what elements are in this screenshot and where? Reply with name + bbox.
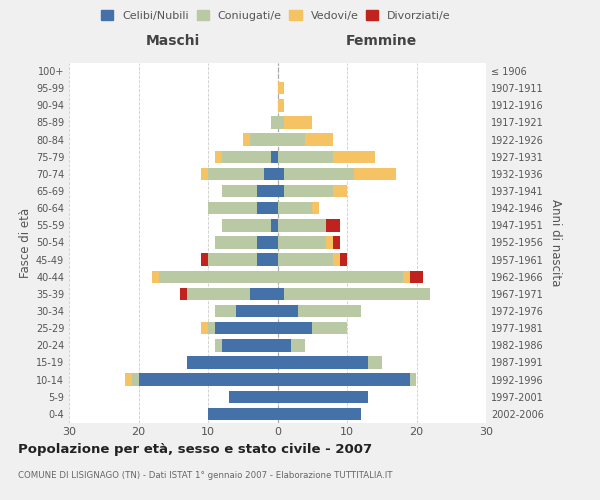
Bar (277, 305, 298, 317)
Bar (277, 270, 403, 283)
Legend: Celibi/Nubili, Coniugati/e, Vedovi/e, Divorziati/e: Celibi/Nubili, Coniugati/e, Vedovi/e, Di… (99, 8, 453, 23)
Bar (243, 134, 250, 146)
Bar (305, 134, 333, 146)
Bar (277, 99, 284, 112)
Bar (403, 270, 410, 283)
Bar (340, 254, 347, 266)
Bar (277, 408, 361, 420)
Bar (271, 116, 277, 128)
Bar (277, 254, 333, 266)
Bar (152, 270, 160, 283)
Bar (277, 322, 312, 334)
Bar (208, 202, 257, 214)
Bar (215, 150, 222, 163)
Bar (284, 168, 354, 180)
Bar (271, 150, 277, 163)
Bar (333, 236, 340, 248)
Bar (222, 185, 257, 197)
Text: Popolazione per età, sesso e stato civile - 2007: Popolazione per età, sesso e stato civil… (18, 442, 372, 456)
Bar (312, 202, 319, 214)
Bar (257, 185, 277, 197)
Bar (180, 288, 187, 300)
Bar (222, 219, 271, 232)
Bar (284, 185, 333, 197)
Bar (277, 236, 326, 248)
Bar (277, 185, 284, 197)
Text: Maschi: Maschi (146, 34, 200, 48)
Bar (271, 219, 277, 232)
Bar (257, 254, 277, 266)
Bar (277, 82, 284, 94)
Bar (257, 236, 277, 248)
Bar (368, 356, 382, 368)
Text: COMUNE DI LISIGNAGO (TN) - Dati ISTAT 1° gennaio 2007 - Elaborazione TUTTITALIA.: COMUNE DI LISIGNAGO (TN) - Dati ISTAT 1°… (18, 471, 392, 480)
Bar (284, 116, 312, 128)
Bar (326, 219, 340, 232)
Bar (277, 134, 305, 146)
Bar (410, 374, 416, 386)
Y-axis label: Fasce di età: Fasce di età (19, 208, 32, 278)
Bar (201, 322, 208, 334)
Bar (277, 374, 410, 386)
Bar (277, 202, 312, 214)
Bar (277, 150, 333, 163)
Bar (298, 305, 361, 317)
Bar (292, 339, 305, 351)
Bar (333, 254, 340, 266)
Bar (208, 408, 277, 420)
Bar (215, 322, 277, 334)
Text: Femmine: Femmine (346, 34, 418, 48)
Bar (236, 305, 277, 317)
Bar (257, 202, 277, 214)
Bar (277, 339, 292, 351)
Bar (250, 288, 277, 300)
Bar (263, 168, 277, 180)
Bar (139, 374, 277, 386)
Y-axis label: Anni di nascita: Anni di nascita (549, 199, 562, 286)
Bar (277, 116, 284, 128)
Bar (410, 270, 424, 283)
Bar (187, 288, 250, 300)
Bar (333, 185, 347, 197)
Bar (277, 168, 284, 180)
Bar (326, 236, 333, 248)
Bar (277, 356, 368, 368)
Bar (131, 374, 139, 386)
Bar (284, 288, 430, 300)
Bar (215, 305, 236, 317)
Bar (222, 150, 271, 163)
Bar (208, 322, 215, 334)
Bar (201, 168, 208, 180)
Bar (277, 219, 326, 232)
Bar (208, 168, 263, 180)
Bar (277, 390, 368, 403)
Bar (160, 270, 277, 283)
Bar (201, 254, 208, 266)
Bar (125, 374, 131, 386)
Bar (229, 390, 277, 403)
Bar (208, 254, 257, 266)
Bar (215, 339, 222, 351)
Bar (354, 168, 395, 180)
Bar (187, 356, 277, 368)
Bar (215, 236, 257, 248)
Bar (250, 134, 277, 146)
Bar (333, 150, 375, 163)
Bar (312, 322, 347, 334)
Bar (222, 339, 277, 351)
Bar (277, 288, 284, 300)
